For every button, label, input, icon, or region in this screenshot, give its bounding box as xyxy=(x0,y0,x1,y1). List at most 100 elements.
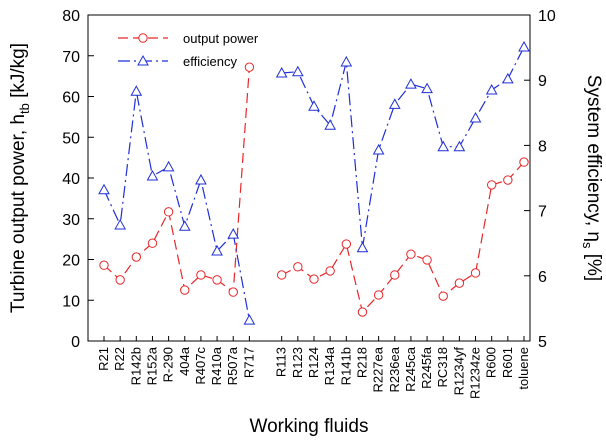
x-tick-label: R124 xyxy=(306,347,321,378)
x-tick-label: R113 xyxy=(274,347,289,377)
circle-marker xyxy=(454,278,465,288)
triangle-marker xyxy=(137,54,149,66)
triangle-marker xyxy=(469,111,482,123)
y2-tick-label: 6 xyxy=(538,269,547,286)
circle-marker xyxy=(196,270,206,280)
triangle-marker xyxy=(130,85,143,96)
series-line xyxy=(103,46,525,321)
x-tick-label: R227ea xyxy=(371,346,386,392)
circle-marker xyxy=(309,274,319,284)
y2-tick-label: 8 xyxy=(538,138,547,155)
circle-marker xyxy=(422,255,432,265)
y2-tick-label: 9 xyxy=(538,73,547,90)
y2-tick-label: 5 xyxy=(538,334,547,351)
x-tick-label: RC318 xyxy=(435,347,450,387)
x-tick-label: R507a xyxy=(225,346,240,385)
y-tick-label: 10 xyxy=(62,293,80,310)
circle-marker xyxy=(373,290,384,300)
triangle-marker xyxy=(372,143,385,155)
y-tick-label: 70 xyxy=(62,49,80,66)
circle-marker xyxy=(325,266,335,276)
x-tick-label: R142b xyxy=(128,347,143,385)
y-tick-label: 20 xyxy=(62,253,80,270)
circle-marker xyxy=(115,275,125,285)
y2-label-sub: s xyxy=(580,242,595,249)
y-tick-label: 30 xyxy=(62,212,80,229)
legend-label: efficiency xyxy=(183,54,237,69)
y-label-main: Turbine output power, h xyxy=(8,114,29,313)
series-line xyxy=(103,67,525,314)
triangle-marker xyxy=(437,140,450,152)
x-tick-label: R123 xyxy=(290,347,305,378)
triangle-marker xyxy=(211,244,223,256)
x-tick-label: R218 xyxy=(354,347,369,378)
triangle-marker xyxy=(291,65,304,77)
circle-marker xyxy=(212,275,222,285)
x-tick-label: R600 xyxy=(484,347,499,378)
y-label-sub: tb xyxy=(17,103,32,114)
x-tick-label: R1234ze xyxy=(468,347,483,399)
triangle-marker xyxy=(146,170,159,181)
x-tick-label: R601 xyxy=(500,347,515,378)
x-tick-label: R717 xyxy=(241,347,256,378)
x-tick-label: 404a xyxy=(177,346,192,376)
x-tick-label: R152a xyxy=(144,346,159,385)
circle-marker xyxy=(486,180,497,190)
circle-marker xyxy=(276,270,287,280)
y-tick-label: 0 xyxy=(71,334,80,351)
y2-tick-label: 7 xyxy=(538,204,547,221)
x-tick-label: R-290 xyxy=(161,347,176,382)
triangle-marker xyxy=(356,241,369,253)
y2-tick-label: 10 xyxy=(538,8,556,25)
y-tick-label: 40 xyxy=(62,171,80,188)
triangle-marker xyxy=(227,228,240,239)
triangle-marker xyxy=(98,183,110,195)
legend-label: output power xyxy=(183,31,259,46)
x-tick-label: R134a xyxy=(322,346,337,385)
circle-marker xyxy=(180,285,190,295)
triangle-marker xyxy=(324,119,337,130)
circle-marker xyxy=(438,291,448,301)
x-tick-label: R236ea xyxy=(387,346,402,392)
triangle-marker xyxy=(388,98,401,109)
triangle-marker xyxy=(114,218,127,230)
x-tick-label: R141b xyxy=(338,347,353,385)
triangle-marker xyxy=(162,160,175,172)
y-tick-label: 50 xyxy=(62,130,80,147)
triangle-marker xyxy=(405,78,417,89)
circle-marker xyxy=(293,262,303,272)
x-tick-label: R22 xyxy=(112,347,127,371)
circle-marker xyxy=(228,287,238,297)
circle-marker xyxy=(99,260,109,270)
x-tick-label: R410a xyxy=(209,346,224,385)
triangle-marker xyxy=(485,83,498,95)
circle-marker xyxy=(341,239,352,249)
x-tick-label: R245ca xyxy=(403,346,418,392)
triangle-marker xyxy=(195,173,207,185)
x-tick-label: toluene xyxy=(516,347,531,390)
triangle-marker xyxy=(308,100,320,111)
circle-marker xyxy=(147,238,158,248)
circle-marker xyxy=(163,207,174,217)
circle-marker xyxy=(138,33,148,43)
y-tick-label: 60 xyxy=(62,90,80,107)
circle-marker xyxy=(357,307,368,317)
circle-marker xyxy=(406,249,416,259)
circle-marker xyxy=(390,270,400,280)
y-tick-label: 80 xyxy=(62,8,80,25)
y2-label-end: [%] xyxy=(583,248,604,281)
x-tick-label: R1234yf xyxy=(451,347,466,396)
triangle-marker xyxy=(501,72,514,84)
y-label-end: [kJ/kg] xyxy=(8,43,29,103)
circle-marker xyxy=(519,157,529,167)
triangle-marker xyxy=(453,140,466,152)
y2-axis-label: System efficiency, ηs [%] xyxy=(580,75,604,281)
triangle-marker xyxy=(178,220,191,231)
triangle-marker xyxy=(275,66,288,78)
y2-label-main: System efficiency, η xyxy=(583,75,604,242)
triangle-marker xyxy=(340,55,353,67)
circle-marker xyxy=(131,252,142,262)
x-axis-label: Working fluids xyxy=(250,416,369,437)
triangle-marker xyxy=(421,82,433,94)
